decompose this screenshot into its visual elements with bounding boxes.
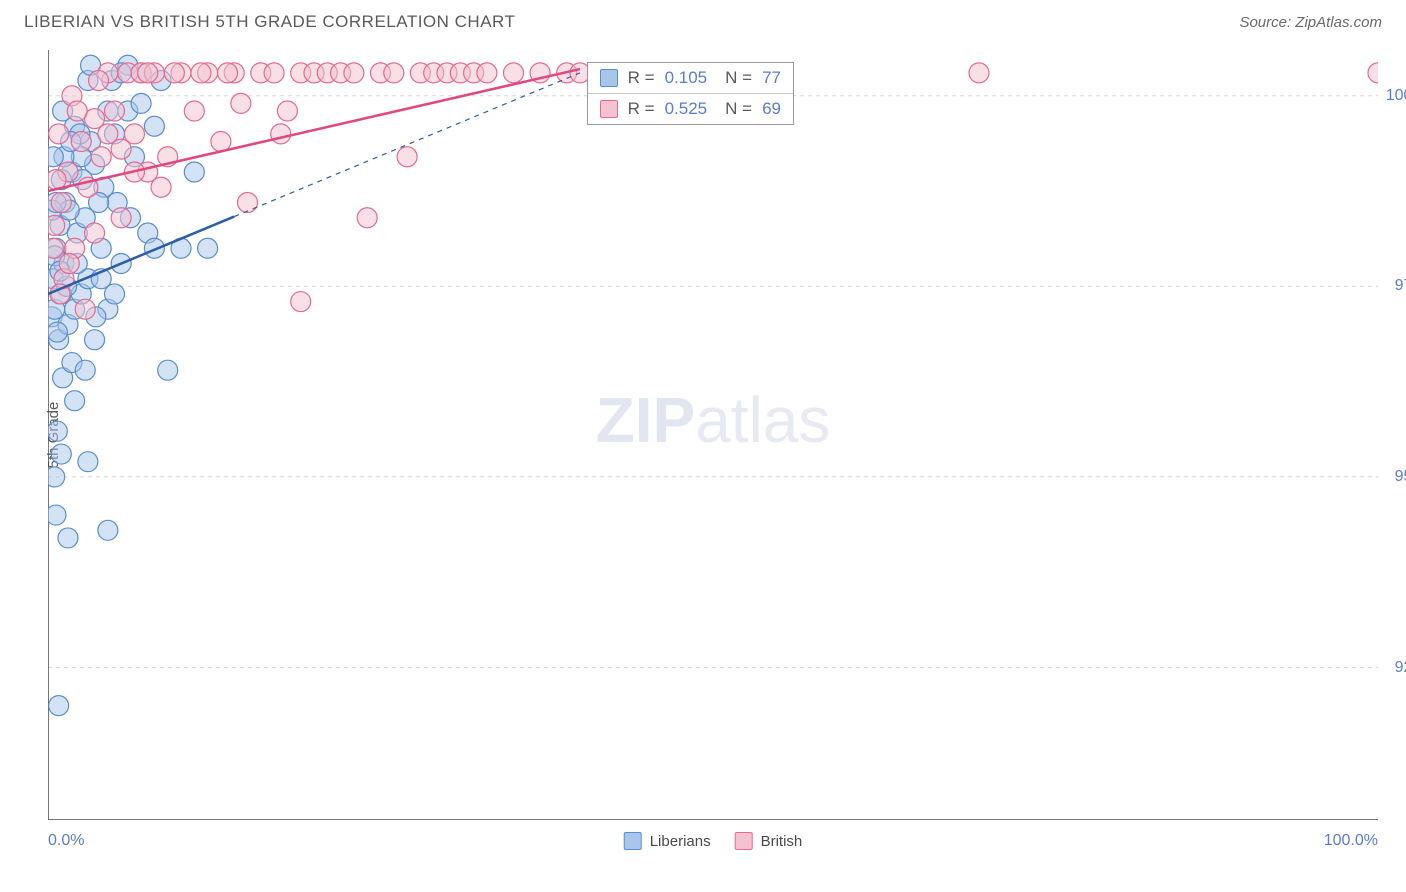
x-tick-label: 0.0% — [48, 832, 84, 850]
stats-r-label: R = — [628, 68, 655, 88]
y-tick-label: 95.0% — [1395, 468, 1406, 486]
stats-r-label: R = — [628, 99, 655, 119]
correlation-stats-box: R = 0.105 N = 77 R = 0.525 N = 69 — [587, 62, 794, 125]
stats-n-label: N = — [725, 99, 752, 119]
liberians-swatch-icon — [600, 69, 618, 87]
british-r-value: 0.525 — [665, 99, 708, 119]
chart-title: LIBERIAN VS BRITISH 5TH GRADE CORRELATIO… — [24, 12, 515, 32]
liberians-n-value: 77 — [762, 68, 781, 88]
legend: Liberians British — [624, 832, 803, 850]
liberians-legend-swatch-icon — [624, 832, 642, 850]
x-tick-label: 100.0% — [1324, 832, 1378, 850]
source-attribution: Source: ZipAtlas.com — [1239, 14, 1382, 31]
chart-area: 5th Grade ZIPatlas R = 0.105 N = 77 R = … — [48, 50, 1378, 820]
british-legend-label: British — [761, 833, 803, 850]
british-legend-swatch-icon — [735, 832, 753, 850]
y-tick-label: 92.5% — [1395, 659, 1406, 677]
legend-item-liberians: Liberians — [624, 832, 711, 850]
legend-item-british: British — [735, 832, 803, 850]
y-tick-label: 100.0% — [1386, 87, 1406, 105]
liberians-legend-label: Liberians — [650, 833, 711, 850]
liberians-r-value: 0.105 — [665, 68, 708, 88]
british-swatch-icon — [600, 100, 618, 118]
y-tick-label: 97.5% — [1395, 277, 1406, 295]
stats-row-british: R = 0.525 N = 69 — [588, 94, 793, 124]
stats-row-liberians: R = 0.105 N = 77 — [588, 63, 793, 94]
british-n-value: 69 — [762, 99, 781, 119]
stats-n-label: N = — [725, 68, 752, 88]
scatter-plot — [48, 50, 1378, 820]
